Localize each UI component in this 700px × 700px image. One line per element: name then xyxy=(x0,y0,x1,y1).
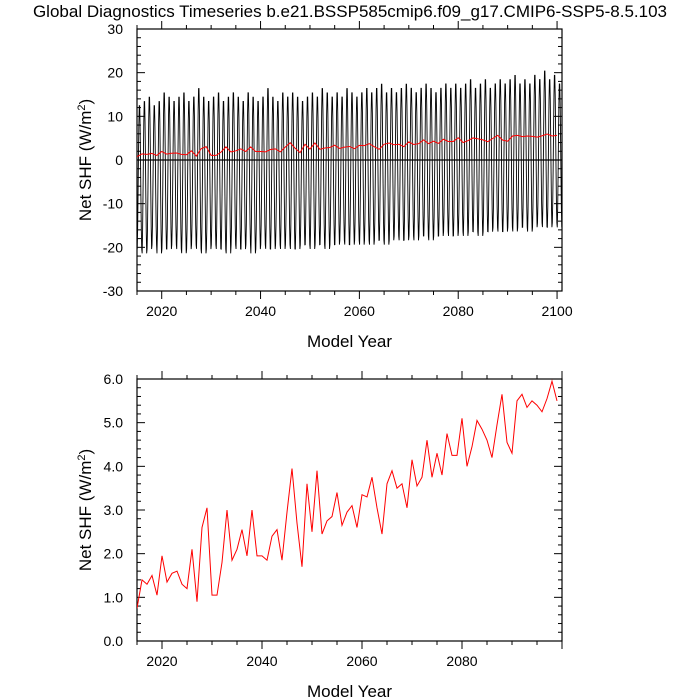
x-tick-label: 2020 xyxy=(146,653,177,669)
bottom-panel-annual-mean: 0.0 1.0 2.0 3.0 4.0 5.0 6.0 2020 2040 2060 2080 Mod… xyxy=(76,371,563,700)
y-tick-label: 5.0 xyxy=(104,415,124,431)
x-tick-label: 2040 xyxy=(245,303,276,319)
x-tick-label: 2060 xyxy=(344,303,375,319)
y-tick-label: 0.0 xyxy=(104,633,124,649)
x-axis-label: Model Year xyxy=(307,682,392,700)
series-line-annual-mean xyxy=(137,133,558,158)
y-axis-label: Net SHF (W/m2) xyxy=(76,99,95,221)
y-tick-label: 3.0 xyxy=(104,502,124,518)
series-line-monthly xyxy=(137,70,562,254)
y-tick-label: 4.0 xyxy=(104,458,124,474)
series-line-annual-mean xyxy=(137,379,558,609)
x-tick-label: 2040 xyxy=(246,653,277,669)
top-panel-timeseries: -30 -20 -10 0 10 20 30 2020 2040 2060 2080 2100 Mode… xyxy=(76,21,573,351)
y-tick-label: 20 xyxy=(107,65,123,81)
figure-title: Global Diagnostics Timeseries b.e21.BSSP… xyxy=(32,2,668,21)
y-tick-label: 6.0 xyxy=(104,371,124,387)
x-tick-label: 2100 xyxy=(541,303,572,319)
x-tick-label: 2020 xyxy=(146,303,177,319)
y-tick-label: 10 xyxy=(107,108,123,124)
y-tick-label: -10 xyxy=(103,196,123,212)
y-tick-label: -30 xyxy=(103,283,123,299)
y-tick-label: 0 xyxy=(115,152,123,168)
x-axis-label: Model Year xyxy=(307,332,392,351)
y-tick-label: 30 xyxy=(107,21,123,37)
x-tick-label: 2060 xyxy=(346,653,377,669)
y-axis-label: Net SHF (W/m2) xyxy=(76,449,95,571)
y-tick-label: 1.0 xyxy=(104,589,124,605)
x-tick-label: 2080 xyxy=(446,653,477,669)
x-tick-label: 2080 xyxy=(443,303,474,319)
y-tick-label: -20 xyxy=(103,239,123,255)
y-tick-label: 2.0 xyxy=(104,546,124,562)
